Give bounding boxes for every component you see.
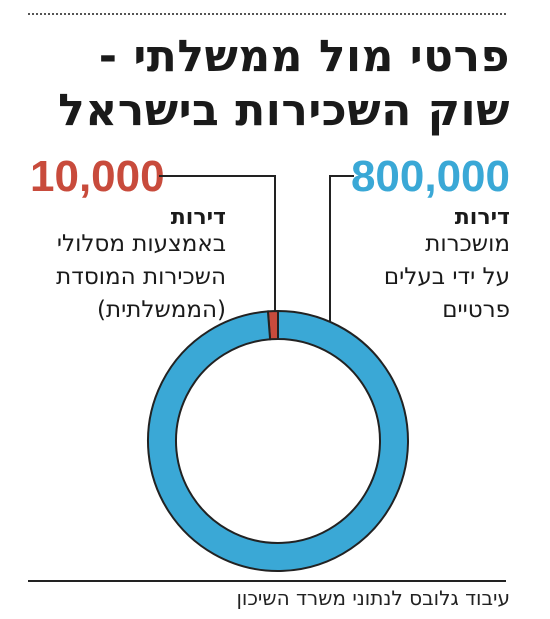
title-line-2: שוק השכירות בישראל (58, 85, 510, 136)
slice-private (147, 309, 409, 572)
public-desc-line: השכירות המוסדת (56, 264, 226, 290)
public-description: באמצעות מסלולי השכירות המוסדת (הממשלתית) (26, 228, 226, 327)
title-line-1: פרטי מול ממשלתי - (98, 31, 510, 82)
public-desc-line: באמצעות מסלולי (56, 231, 226, 257)
private-unit: דירות (454, 205, 510, 230)
private-desc-line: פרטיים (442, 297, 510, 323)
public-value: 10,000 (30, 152, 165, 201)
source-note: עיבוד גלובס לנתוני משרד השיכון (236, 586, 510, 610)
bottom-divider (28, 580, 506, 582)
private-desc-line: על ידי בעלים (383, 264, 510, 290)
public-leader-line (159, 175, 276, 314)
private-desc-line: מושכרות (425, 231, 510, 257)
public-unit: דירות (170, 205, 226, 230)
private-leader-line (329, 175, 354, 330)
private-value: 800,000 (350, 152, 510, 201)
top-divider (28, 13, 506, 15)
donut-slices (147, 309, 409, 572)
public-desc-line: (הממשלתית) (97, 297, 226, 323)
private-description: מושכרות על ידי בעלים פרטיים (320, 228, 510, 327)
chart-title: פרטי מול ממשלתי - שוק השכירות בישראל (30, 30, 510, 138)
